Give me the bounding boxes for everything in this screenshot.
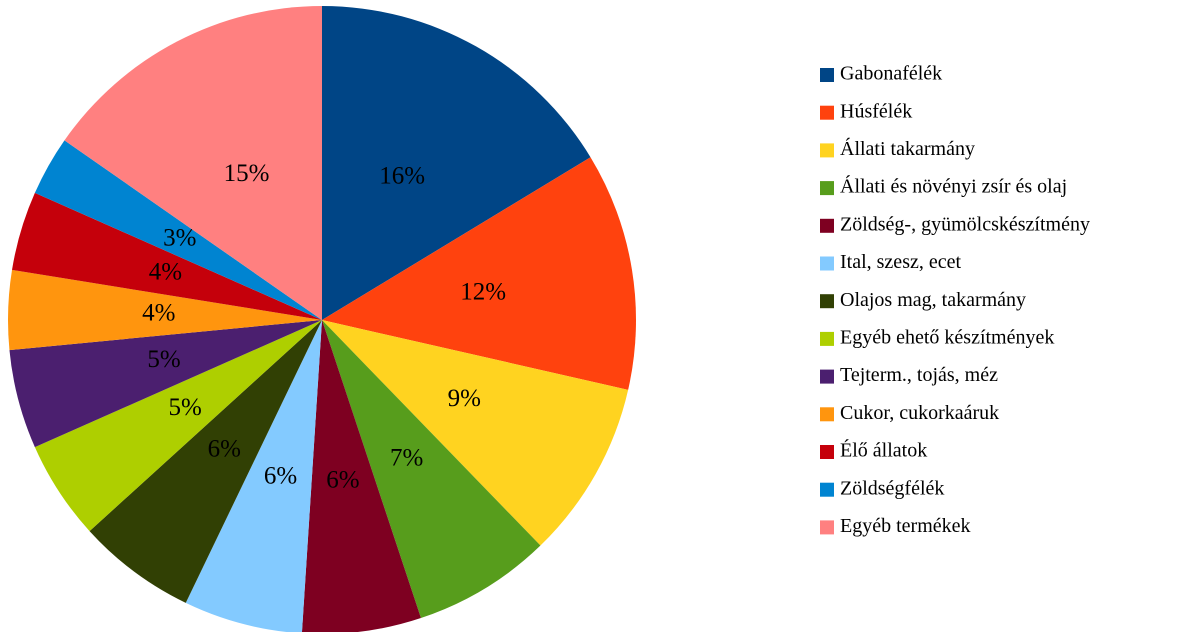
data-label: 9% (448, 385, 481, 412)
legend-swatch (820, 369, 834, 384)
data-label: 4% (149, 258, 182, 285)
legend-label: Tejterm., tojás, méz (840, 364, 998, 386)
pie-slice (7, 269, 322, 351)
legend-swatch (820, 105, 834, 120)
legend-swatch (820, 520, 834, 535)
pie-slice (34, 140, 322, 320)
data-label: 6% (264, 463, 297, 490)
data-label: 12% (460, 279, 506, 306)
legend-swatch (820, 143, 834, 158)
legend-swatch (820, 482, 834, 497)
data-label: 7% (390, 444, 423, 471)
pie-slice (89, 320, 323, 603)
data-label: 3% (163, 225, 196, 252)
legend-label: Olajos mag, takarmány (840, 289, 1026, 311)
legend-label: Egyéb ehető készítmények (840, 326, 1054, 348)
pie-slice (34, 320, 322, 532)
pie-slice (322, 6, 591, 320)
pie-slice (322, 320, 541, 619)
legend-label: Húsfélék (840, 100, 912, 122)
data-label: 5% (168, 394, 201, 421)
legend-swatch (820, 445, 834, 459)
legend-label: Állati takarmány (840, 137, 975, 160)
data-label: 6% (208, 436, 241, 463)
data-label: 4% (142, 300, 175, 327)
legend-label: Gabonafélék (840, 63, 942, 85)
data-label: 15% (224, 160, 270, 187)
legend-label: Zöldségfélék (840, 477, 944, 499)
legend-swatch (820, 256, 834, 271)
pie-slice (322, 320, 629, 546)
legend-label: Zöldség-, gyümölcskészítmény (840, 213, 1090, 235)
legend-swatch (820, 294, 834, 309)
legend-swatch (820, 181, 834, 196)
legend-label: Élő állatok (840, 439, 927, 462)
legend-swatch (820, 218, 834, 233)
data-label: 5% (147, 346, 180, 373)
legend-label: Állati és növényi zsír és olaj (840, 175, 1067, 198)
pie-slice (322, 157, 636, 390)
legend-label: Egyéb termékek (840, 515, 971, 537)
pie-slice (301, 320, 421, 632)
data-label: 6% (326, 467, 359, 494)
pie-slice (64, 6, 322, 320)
data-label: 16% (379, 162, 425, 189)
legend-label: Ital, szesz, ecet (840, 251, 961, 273)
pie-slice (9, 320, 322, 448)
legend-label: Cukor, cukorkaáruk (840, 402, 999, 424)
pie-slice (185, 320, 322, 632)
legend-swatch (820, 68, 834, 82)
legend-swatch (820, 407, 834, 422)
pie-slice (12, 192, 322, 320)
legend-swatch (820, 331, 834, 346)
